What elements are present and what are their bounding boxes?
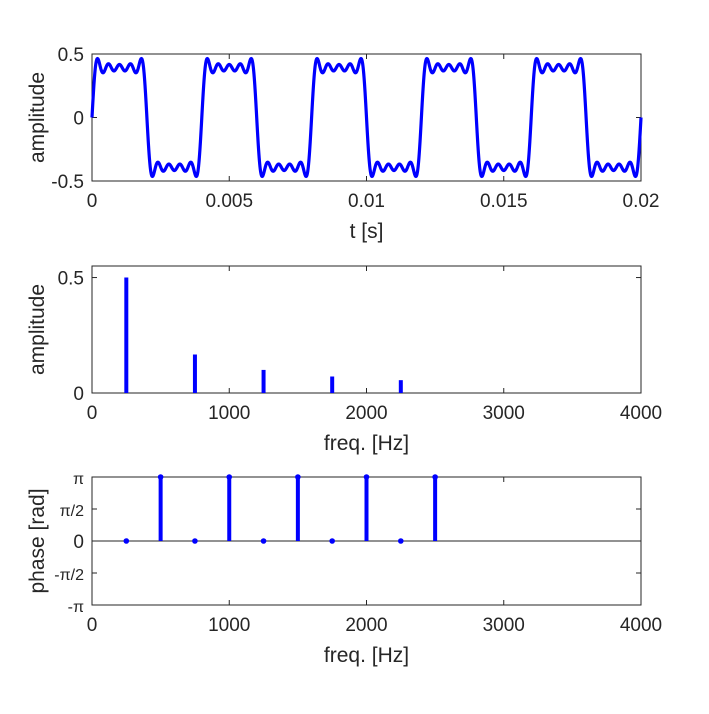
stem-marker <box>398 538 404 544</box>
y-tick-label: 0 <box>73 109 84 130</box>
stem-marker <box>432 474 438 480</box>
stem-marker <box>295 474 301 480</box>
x-tick-label: 1000 <box>208 615 250 636</box>
x-axis-label: t [s] <box>350 220 384 243</box>
stem-marker <box>192 538 198 544</box>
x-tick-label: 2000 <box>345 403 387 424</box>
x-tick-label: 3000 <box>483 403 525 424</box>
x-tick-label: 1000 <box>208 403 250 424</box>
stem-marker <box>329 538 335 544</box>
stem-marker <box>157 474 164 480</box>
y-tick-label: 0 <box>73 384 84 405</box>
y-tick-label: 0 <box>73 532 84 553</box>
y-axis-label: amplitude <box>26 284 49 375</box>
stem-marker <box>363 474 370 480</box>
axes-1: 0 0.005 0.01 0.015 0.02-0.500.5t [s]amplitud… <box>26 45 659 243</box>
x-tick-label: 0.015 <box>480 191 528 212</box>
x-tick-label: 2000 <box>345 615 387 636</box>
x-tick-label: 0.02 <box>623 191 660 212</box>
x-tick-label: 0 <box>87 191 98 212</box>
x-axis-label: freq. [Hz] <box>324 644 409 667</box>
stem-marker <box>226 474 233 480</box>
signal-line <box>90 56 643 179</box>
y-tick-label: π <box>73 471 84 488</box>
y-tick-label: -0.5 <box>51 172 84 193</box>
x-tick-label: 0 <box>87 403 98 424</box>
x-tick-label: 0.01 <box>348 191 385 212</box>
x-tick-label: 4000 <box>620 403 662 424</box>
y-tick-label: -π <box>68 599 84 616</box>
y-tick-label: 0.5 <box>58 45 84 66</box>
y-axis-label: phase [rad] <box>26 488 49 593</box>
y-tick-label: π/2 <box>60 503 84 520</box>
x-tick-label: 3000 <box>483 615 525 636</box>
stem-marker <box>123 538 130 544</box>
x-tick-label: 0.005 <box>205 191 253 212</box>
axes-2: 0 1000 2000 3000 4000 0 0.5 freq. [Hz] amplitude <box>26 265 662 455</box>
y-tick-label: -π/2 <box>54 567 84 584</box>
y-axis-label: amplitude <box>26 72 49 163</box>
x-tick-label: 0 <box>87 615 98 636</box>
axes-3: 0 1000 2000 3000 4000 -π -π/2 0 π/2 π freq. [Hz] ph… <box>26 471 662 667</box>
axes-box <box>91 265 642 394</box>
x-axis-label: freq. [Hz] <box>324 432 409 455</box>
x-tick-label: 4000 <box>620 615 662 636</box>
stem-marker <box>260 538 267 544</box>
y-tick-label: 0.5 <box>58 269 84 290</box>
